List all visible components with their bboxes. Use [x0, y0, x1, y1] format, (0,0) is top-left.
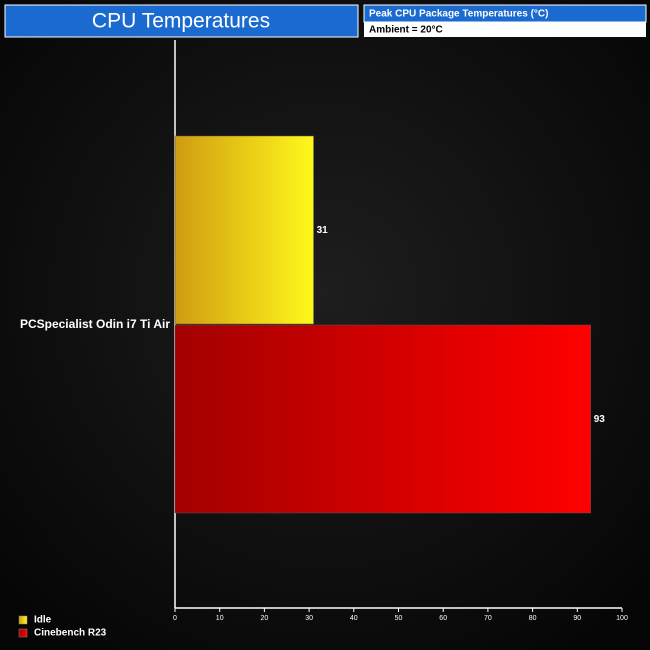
value-label: 93 [594, 414, 606, 425]
x-tick-label: 10 [216, 615, 224, 622]
annotation: Ambient = 20°C [369, 25, 443, 36]
x-tick-label: 90 [573, 615, 581, 622]
x-tick-label: 70 [484, 615, 492, 622]
legend-swatch [18, 615, 28, 625]
annotation-box [364, 22, 646, 37]
x-tick-label: 100 [616, 615, 628, 622]
x-tick-label: 20 [261, 615, 269, 622]
x-tick-label: 50 [395, 615, 403, 622]
legend-label: Cinebench R23 [34, 628, 107, 639]
value-label: 31 [317, 225, 329, 236]
category-label: PCSpecialist Odin i7 Ti Air [20, 317, 170, 331]
legend-label: Idle [34, 615, 52, 626]
title-box [4, 4, 359, 38]
x-tick-label: 80 [529, 615, 537, 622]
bar [174, 324, 591, 514]
x-tick-label: 0 [173, 615, 177, 622]
chart-title: CPU Temperatures [92, 10, 270, 33]
bar [174, 135, 314, 325]
subtitle: Peak CPU Package Temperatures (°C) [369, 9, 548, 20]
legend-swatch [18, 628, 28, 638]
x-tick-label: 30 [305, 615, 313, 622]
x-tick-label: 40 [350, 615, 358, 622]
x-tick-label: 60 [439, 615, 447, 622]
